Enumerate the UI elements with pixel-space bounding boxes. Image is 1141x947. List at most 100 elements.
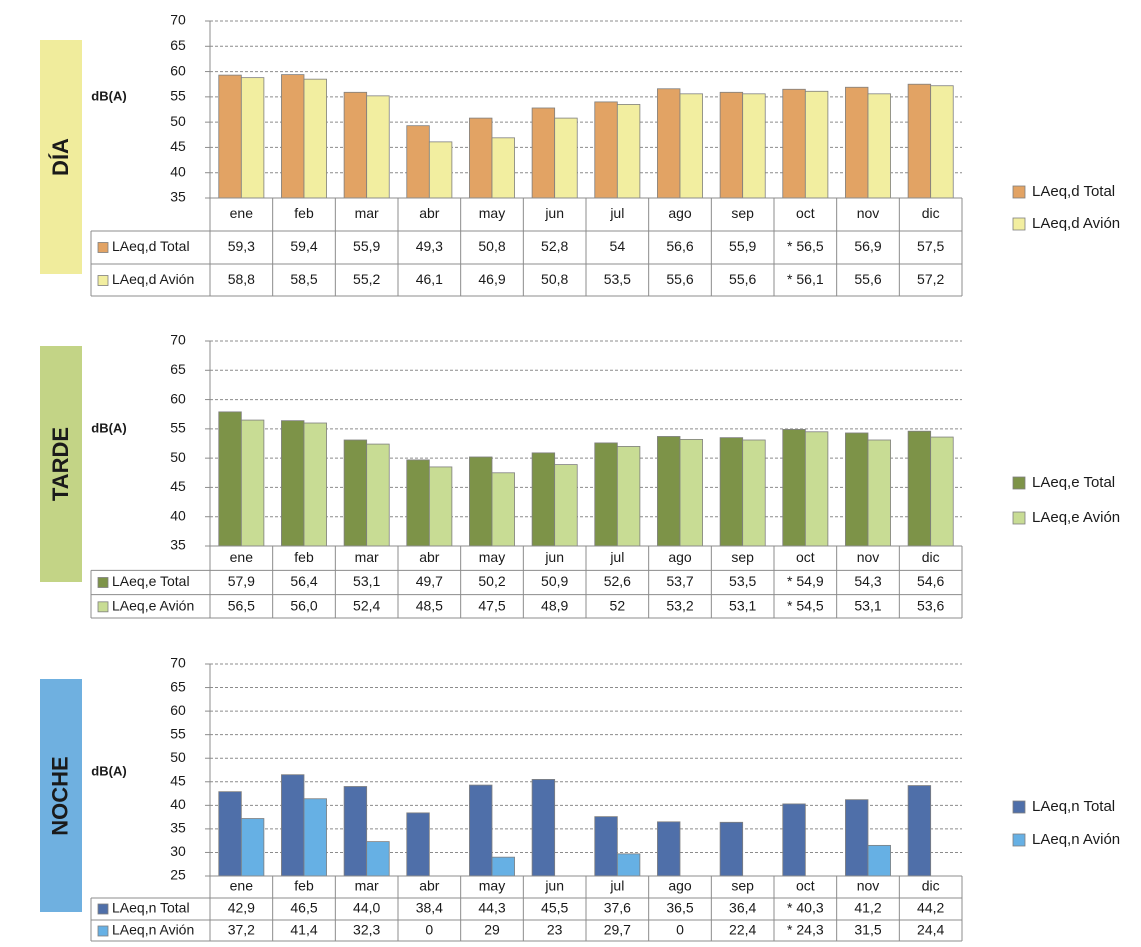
bar [406,459,430,547]
x-tick-label: dic [922,549,940,565]
x-tick-label: abr [419,878,440,894]
bar [281,420,305,547]
bar [845,432,869,547]
x-tick-label: sep [731,205,754,221]
data-label: 56,9 [854,238,881,254]
data-label: 57,2 [917,271,944,287]
bar [719,821,744,877]
x-tick-label: abr [419,205,440,221]
x-tick-label: nov [857,549,880,565]
bar [469,117,493,199]
data-label: * 40,3 [787,900,824,916]
bar [719,437,744,547]
x-tick-label: ene [230,549,254,565]
data-label: 55,6 [854,271,881,287]
bar [240,818,265,877]
x-tick-label: jun [544,549,564,565]
data-label: 44,0 [353,900,380,916]
panel-label-tarde-text: TARDE [48,426,73,502]
data-label: 53,2 [666,598,693,614]
data-label: 38,4 [416,900,443,916]
bar [343,439,368,547]
bar [657,88,681,199]
panel-label-dia: DÍA [40,40,82,274]
data-label: 53,1 [353,573,380,589]
data-label: 52,4 [353,598,380,614]
bar [930,436,954,547]
x-tick-label: may [479,205,505,221]
bar [719,91,744,199]
bar [616,446,641,547]
bar [616,104,641,199]
data-label: 57,5 [917,238,944,254]
x-tick-label: ago [668,205,692,221]
data-label: 46,1 [416,271,443,287]
data-label: 55,6 [666,271,693,287]
x-tick-label: jul [609,549,624,565]
bar [616,853,641,877]
bar [531,779,556,877]
data-label: 52,8 [541,238,568,254]
table-legend-key [97,275,109,286]
data-label: * 56,5 [787,238,824,254]
y-tick-label: 50 [170,449,186,465]
x-tick-label: ago [668,878,692,894]
bar [303,798,327,877]
data-label: 44,2 [917,900,944,916]
table-series-name: LAeq,e Total [112,573,190,589]
bar [804,90,829,199]
bar [491,472,515,547]
x-tick-label: abr [419,549,440,565]
data-label: 24,4 [917,922,944,938]
bar [281,74,305,199]
bar [554,464,578,547]
data-label: 52,6 [604,573,631,589]
bar [469,456,493,547]
data-label: 56,5 [228,598,255,614]
y-tick-label: 70 [170,655,186,671]
table-legend-key [97,577,109,588]
y-tick-label: 55 [170,88,186,104]
x-tick-label: nov [857,205,880,221]
x-tick-label: dic [922,878,940,894]
y-tick-label: 55 [170,420,186,436]
table-legend-key [97,925,109,937]
bar [657,821,681,877]
y-tick-label: 55 [170,725,186,741]
x-tick-label: jun [544,878,564,894]
bar [491,856,515,877]
data-label: 56,0 [290,598,317,614]
bar [218,411,242,547]
legend-key [1012,833,1026,847]
bar [594,816,618,877]
data-label: * 24,3 [787,922,824,938]
legend-label: LAeq,n Total [1032,798,1115,815]
x-tick-label: mar [355,878,379,894]
data-label: 45,5 [541,900,568,916]
data-label: 53,1 [854,598,881,614]
bar [428,466,453,547]
bar [782,429,806,547]
legend-key [1012,476,1026,490]
data-label: 55,2 [353,271,380,287]
x-tick-label: jul [609,878,624,894]
legend-key [1012,511,1026,525]
x-tick-label: feb [294,549,314,565]
bar [742,93,766,199]
bar [531,107,556,199]
y-axis-label: dB(A) [91,764,126,779]
y-tick-label: 65 [170,37,186,53]
data-label: 36,4 [729,900,756,916]
data-label: * 54,9 [787,573,824,589]
bar [782,88,806,199]
bar [406,125,430,199]
bar [867,439,891,547]
panel-label-noche-text: NOCHE [48,755,74,836]
legend-label: LAeq,e Avión [1032,509,1120,526]
panel-label-noche: NOCHE [40,679,82,912]
bar [907,785,932,877]
data-label: 56,6 [666,238,693,254]
data-label: 46,9 [478,271,505,287]
data-label: 58,8 [228,271,255,287]
bar [867,844,891,877]
